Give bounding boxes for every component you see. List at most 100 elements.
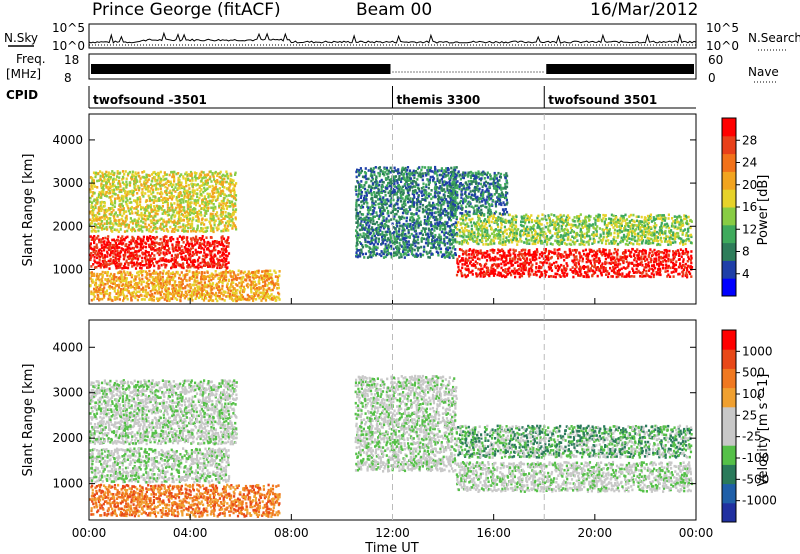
- heat-cell: [366, 230, 369, 233]
- heat-cell: [157, 176, 160, 180]
- heat-cell: [166, 271, 169, 275]
- heat-cell: [416, 254, 419, 257]
- heat-cell: [379, 208, 382, 211]
- heat-cell: [221, 284, 224, 288]
- heat-cell: [144, 225, 147, 229]
- heat-cell: [89, 210, 92, 214]
- heat-cell: [276, 276, 280, 279]
- heat-cell: [114, 193, 117, 196]
- heat-cell: [138, 290, 141, 293]
- heat-cell: [181, 264, 185, 267]
- heat-cell: [524, 259, 527, 263]
- heat-cell: [496, 266, 499, 269]
- heat-cell: [192, 212, 195, 215]
- heat-cell: [221, 213, 224, 216]
- heat-cell: [381, 232, 384, 236]
- heat-cell: [184, 189, 187, 193]
- heat-cell: [363, 228, 366, 231]
- heat-cell: [143, 180, 146, 184]
- heat-cell: [430, 246, 433, 250]
- heat-cell: [210, 255, 213, 259]
- heat-cell: [554, 272, 557, 276]
- heat-cell: [375, 248, 378, 251]
- heat-cell: [410, 227, 413, 231]
- heat-cell: [404, 223, 407, 226]
- heat-cell: [552, 261, 556, 265]
- heat-cell: [386, 186, 389, 189]
- heat-cell: [246, 297, 249, 301]
- heat-cell: [210, 262, 213, 266]
- heat-cell: [442, 241, 445, 245]
- heat-cell: [209, 286, 212, 290]
- heat-cell: [131, 177, 134, 180]
- heat-cell: [141, 260, 144, 263]
- heat-cell: [554, 265, 557, 268]
- heat-cell: [163, 171, 166, 174]
- heat-cell: [272, 297, 275, 300]
- heat-cell: [103, 286, 106, 289]
- heat-cell: [145, 199, 148, 202]
- heat-cell: [97, 206, 100, 209]
- heat-cell: [452, 216, 455, 219]
- heat-cell: [100, 272, 103, 276]
- heat-cell: [103, 245, 106, 249]
- heat-cell: [219, 276, 222, 279]
- heat-cell: [185, 243, 188, 247]
- heat-cell: [258, 296, 261, 300]
- heat-cell: [377, 171, 380, 175]
- heat-cell: [468, 248, 472, 251]
- heat-cell: [155, 271, 158, 274]
- heat-cell: [430, 197, 433, 201]
- heat-cell: [381, 230, 384, 234]
- heat-cell: [227, 252, 231, 255]
- heat-cell: [90, 185, 93, 188]
- heat-cell: [159, 285, 162, 289]
- heat-cell: [178, 235, 181, 238]
- heat-cell: [407, 222, 410, 226]
- heat-cell: [440, 241, 443, 244]
- heat-cell: [93, 245, 96, 249]
- heat-cell: [168, 251, 171, 254]
- heat-cell: [397, 215, 401, 219]
- heat-cell: [374, 200, 377, 203]
- heat-cell: [95, 201, 98, 204]
- heat-cell: [364, 252, 367, 256]
- heat-cell: [190, 172, 193, 175]
- heat-cell: [477, 267, 480, 271]
- heat-cell: [380, 254, 383, 258]
- heat-cell: [187, 183, 190, 187]
- heat-cell: [439, 201, 442, 205]
- heat-cell: [395, 240, 398, 243]
- heat-cell: [485, 271, 488, 275]
- heat-cell: [148, 253, 151, 257]
- heat-cell: [185, 295, 188, 298]
- heat-cell: [530, 266, 533, 270]
- heat-cell: [505, 254, 508, 257]
- heat-cell: [194, 271, 197, 275]
- heat-cell: [375, 252, 379, 255]
- heat-cell: [381, 219, 384, 223]
- heat-cell: [483, 273, 486, 276]
- heat-cell: [202, 176, 205, 179]
- heat-cell: [97, 251, 100, 254]
- heat-cell: [177, 241, 181, 244]
- heat-cell: [158, 249, 161, 253]
- heat-cell: [217, 281, 221, 284]
- heat-cell: [89, 188, 92, 191]
- heat-cell: [105, 289, 108, 292]
- heat-cell: [416, 206, 419, 209]
- heat-cell: [557, 252, 560, 255]
- heat-cell: [190, 229, 193, 233]
- heat-cell: [110, 281, 113, 285]
- heat-cell: [189, 265, 192, 269]
- heat-cell: [100, 252, 104, 256]
- heat-cell: [520, 269, 523, 272]
- heat-cell: [225, 207, 228, 210]
- heat-cell: [436, 221, 439, 224]
- heat-cell: [363, 216, 366, 220]
- heat-cell: [440, 207, 443, 211]
- heat-cell: [123, 270, 126, 273]
- heat-cell: [420, 240, 423, 243]
- heat-cell: [508, 271, 511, 275]
- heat-cell: [105, 278, 108, 282]
